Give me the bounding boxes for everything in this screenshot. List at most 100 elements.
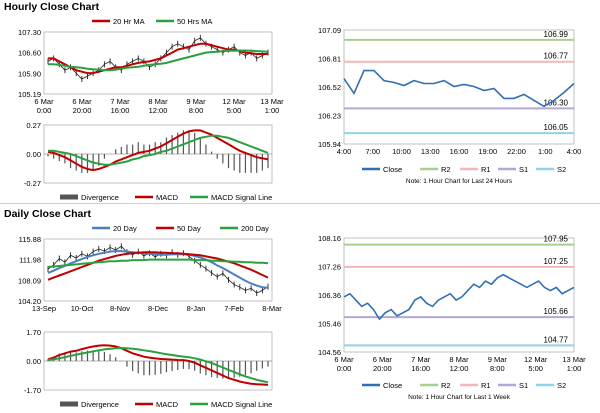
daily-price-y-tick: 104.20 (18, 297, 41, 306)
hourly-close-legend-0-label: Close (383, 165, 402, 174)
weekly-close-x-tick: 9 Mar (488, 355, 508, 364)
hourly-close-y-tick: 106.52 (318, 83, 341, 92)
hourly-close-plot-frame (343, 29, 575, 145)
weekly-close-x-tick: 6 Mar (373, 355, 393, 364)
weekly-close-x-tick: 12:00 (450, 364, 469, 373)
hourly-price-x-tick: 16:00 (111, 106, 130, 115)
hourly-macd-y-tick: 0.27 (26, 121, 41, 130)
hourly-close-close-line (343, 69, 575, 108)
daily-macd-chart: 1.70 0.00 -1.70 Divergence MACD MACD Signal L… (24, 328, 273, 409)
daily-price-legend-0-label: 20 Day (113, 224, 137, 233)
hourly-price-y-tick: 107.30 (18, 28, 41, 37)
hourly-price-x-tick: 5:00 (227, 106, 242, 115)
hourly-price-legend-0-label: 20 Hr MA (113, 17, 145, 26)
weekly-close-level-label-s2: 104.77 (544, 335, 569, 344)
hourly-close-x-tick: 4:00 (337, 147, 352, 156)
hourly-macd-signal-line (48, 134, 269, 166)
hourly-price-legend-1-label: 50 Hrs MA (177, 17, 212, 26)
daily-price-x-tick: 8-Dec (148, 304, 168, 313)
hourly-price-y-tick: 105.90 (18, 69, 41, 78)
hourly-macd-chart: 0.27 0.00 -0.27 Divergence MACD MACD Signal L… (24, 121, 273, 202)
daily-macd-signal-line (47, 346, 269, 384)
hourly-price-chart: 20 Hr MA 50 Hrs MA 107.30 106.60 105.90 105.1… (18, 17, 284, 115)
weekly-close-plot-frame (343, 237, 575, 353)
hourly-close-x-tick: 22:00 (507, 147, 526, 156)
hourly-close-x-tick: 7:00 (365, 147, 380, 156)
weekly-close-legend-2-label: R1 (481, 381, 491, 390)
weekly-close-x-tick: 16:00 (411, 364, 430, 373)
weekly-close-y-tick: 107.26 (318, 263, 341, 272)
daily-macd-y-tick: 0.00 (26, 357, 41, 366)
hourly-close-x-tick: 4:00 (567, 147, 582, 156)
hourly-price-y-tick: 106.60 (18, 49, 41, 58)
hourly-macd-legend-1-label: MACD (156, 193, 179, 202)
weekly-close-x-tick: 20:00 (373, 364, 392, 373)
daily-price-x-tick: 8-Mar (262, 304, 282, 313)
daily-price-y-tick: 108.09 (18, 276, 41, 285)
daily-price-y-tick: 111.98 (19, 256, 41, 265)
hourly-close-legend-1-label: R2 (441, 165, 451, 174)
daily-price-y-tick: 115.88 (19, 235, 41, 244)
hourly-macd-y-tick: -0.27 (24, 179, 41, 188)
hourly-section-title: Hourly Close Chart (4, 1, 100, 13)
hourly-price-ma-line-0 (48, 42, 268, 75)
weekly-close-level-label-r2: 107.95 (544, 235, 569, 244)
daily-price-x-tick: 13-Sep (32, 304, 56, 313)
hourly-close-legend-3-label: S1 (519, 165, 528, 174)
daily-macd-y-tick: -1.70 (24, 386, 41, 395)
weekly-close-x-tick: 1:00 (567, 364, 582, 373)
weekly-close-close-line (343, 273, 575, 321)
hourly-close-x-tick: 1:00 (538, 147, 553, 156)
weekly-close-x-tick: 8:00 (490, 364, 505, 373)
hourly-price-x-tick: 6 Mar (34, 97, 54, 106)
hourly-close-x-tick: 16:00 (450, 147, 469, 156)
hourly-close-y-tick: 105.94 (318, 140, 341, 149)
hourly-macd-legend-2-label: MACD Signal Line (211, 193, 272, 202)
hourly-price-x-tick: 0:00 (37, 106, 52, 115)
weekly-close-x-tick: 6 Mar (334, 355, 354, 364)
daily-price-ma-line-1 (47, 251, 269, 281)
weekly-close-legend-1-label: R2 (441, 381, 451, 390)
hourly-price-x-tick: 8 Mar (148, 97, 168, 106)
hourly-close-y-tick: 106.81 (318, 55, 341, 64)
daily-macd-y-tick: 1.70 (26, 328, 41, 337)
hourly-close-note: Note: 1 Hour Chart for Last 24 Hours (406, 178, 513, 185)
hourly-price-x-tick: 20:00 (73, 106, 92, 115)
weekly-close-legend-4-label: S2 (557, 381, 566, 390)
daily-price-legend-2-label: 200 Day (241, 224, 269, 233)
hourly-close-x-tick: 13:00 (421, 147, 440, 156)
hourly-close-legend-2-label: R1 (481, 165, 491, 174)
daily-price-x-tick: 10-Oct (71, 304, 94, 313)
section-divider (0, 203, 600, 204)
hourly-macd-legend-0-label: Divergence (81, 193, 119, 202)
weekly-close-level-label-r1: 107.25 (544, 257, 569, 266)
hourly-close-y-tick: 106.23 (318, 112, 341, 121)
hourly-price-x-tick: 12 Mar (222, 97, 246, 106)
daily-price-ma-line-0 (47, 250, 269, 289)
weekly-close-x-tick: 5:00 (528, 364, 543, 373)
hourly-close-legend-4-label: S2 (557, 165, 566, 174)
daily-price-x-tick: 7-Feb (224, 304, 244, 313)
weekly-close-legend-0-label: Close (383, 381, 402, 390)
weekly-close-y-tick: 105.46 (318, 320, 341, 329)
hourly-macd-macd-line (47, 129, 269, 172)
weekly-close-note: Note: 1 Hour Chart for Last 1 Week (408, 394, 511, 401)
hourly-close-level-label-r2: 106.99 (544, 30, 569, 39)
daily-section-title: Daily Close Chart (4, 208, 91, 220)
hourly-close-levels-chart: 107.09 106.81 106.52 106.23 105.94 106.99 106.… (318, 26, 582, 185)
hourly-price-y-tick: 105.19 (18, 90, 41, 99)
hourly-close-y-tick: 107.09 (318, 26, 341, 35)
weekly-close-x-tick: 12 Mar (524, 355, 548, 364)
daily-price-x-tick: 8-Jan (187, 304, 206, 313)
hourly-close-level-label-r1: 106.77 (544, 52, 569, 61)
hourly-price-x-tick: 1:00 (265, 106, 280, 115)
hourly-price-x-tick: 12:00 (149, 106, 168, 115)
hourly-price-ma-line-1 (48, 49, 269, 72)
hourly-price-x-tick: 7 Mar (110, 97, 130, 106)
hourly-price-price-line (47, 37, 269, 80)
hourly-close-level-label-s2: 106.05 (544, 123, 569, 132)
daily-price-legend-1-label: 50 Day (177, 224, 201, 233)
hourly-price-x-tick: 13 Mar (260, 97, 284, 106)
daily-price-ma-line-2 (47, 258, 269, 268)
daily-price-x-tick: 8-Nov (110, 304, 130, 313)
